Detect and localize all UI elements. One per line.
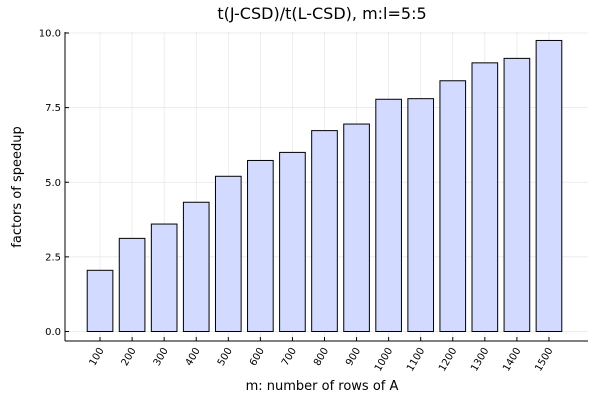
x-tick-label: 1000 [373,346,395,374]
bar-400 [182,201,210,332]
y-tick-label: 7.5 [45,103,61,114]
y-tick-label: 5.0 [45,178,61,189]
x-tick-label: 1500 [533,346,555,374]
x-tick-label: 500 [216,346,235,368]
bar-1300 [471,62,499,332]
x-tick-label: 700 [280,346,299,368]
x-axis-label: m: number of rows of A [246,379,399,394]
x-tick-labels: 100 200 300 400 500 600 700 800 900 1000 1100 1200 1… [88,337,556,374]
bar-1100 [407,98,435,332]
x-tick-label: 1300 [469,346,491,374]
y-axis-label: factors of speedup [10,126,25,247]
bar-1400 [503,57,531,333]
bar-100 [86,269,114,332]
x-tick-label: 1100 [405,346,427,374]
x-tick-label: 100 [88,346,107,368]
x-tick-label: 800 [312,346,331,368]
bar-1000 [375,98,402,332]
bar-900 [343,123,370,333]
bars [86,39,563,333]
chart-title: t(J-CSD)/t(L-CSD), m:l=5:5 [217,4,426,23]
y-tick-label: 10.0 [39,29,61,40]
axes [64,32,588,342]
x-tick-label: 300 [152,346,171,368]
x-tick-label: 900 [344,346,363,368]
x-tick-label: 1400 [501,346,523,374]
x-tick-label: 400 [184,346,203,368]
bar-700 [279,151,306,332]
x-tick-label: 200 [120,346,139,368]
bar-500 [214,175,242,332]
x-tick-label: 600 [248,346,267,368]
bar-200 [118,237,146,332]
bar-800 [311,130,338,332]
bar-1200 [439,80,467,333]
y-tick-label: 2.5 [45,252,61,263]
x-tick-label: 1200 [437,346,459,374]
y-tick-label: 0.0 [45,327,61,338]
bar-300 [150,223,178,332]
y-tick-labels: 0.0 2.5 5.0 7.5 10.0 [39,29,69,338]
bar-600 [247,159,274,332]
bar-1500 [535,39,563,333]
